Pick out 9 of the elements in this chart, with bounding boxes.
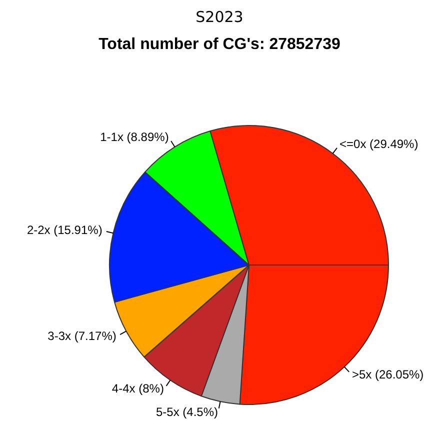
chart-title: S2023	[194, 8, 244, 26]
slice-label: <=0x (29.49%)	[340, 136, 418, 151]
slice-label: >5x (26.05%)	[352, 367, 424, 382]
slice-label: 2-2x (15.91%)	[26, 222, 102, 237]
slice-label: 5-5x (4.5%)	[156, 404, 218, 419]
slice-label: 3-3x (7.17%)	[48, 328, 116, 343]
chart-subtitle: Total number of CG's: 27852739	[98, 36, 342, 54]
slice-label: 1-1x (8.89%)	[100, 130, 169, 144]
slice-label: 4-4x (8%)	[112, 382, 164, 396]
